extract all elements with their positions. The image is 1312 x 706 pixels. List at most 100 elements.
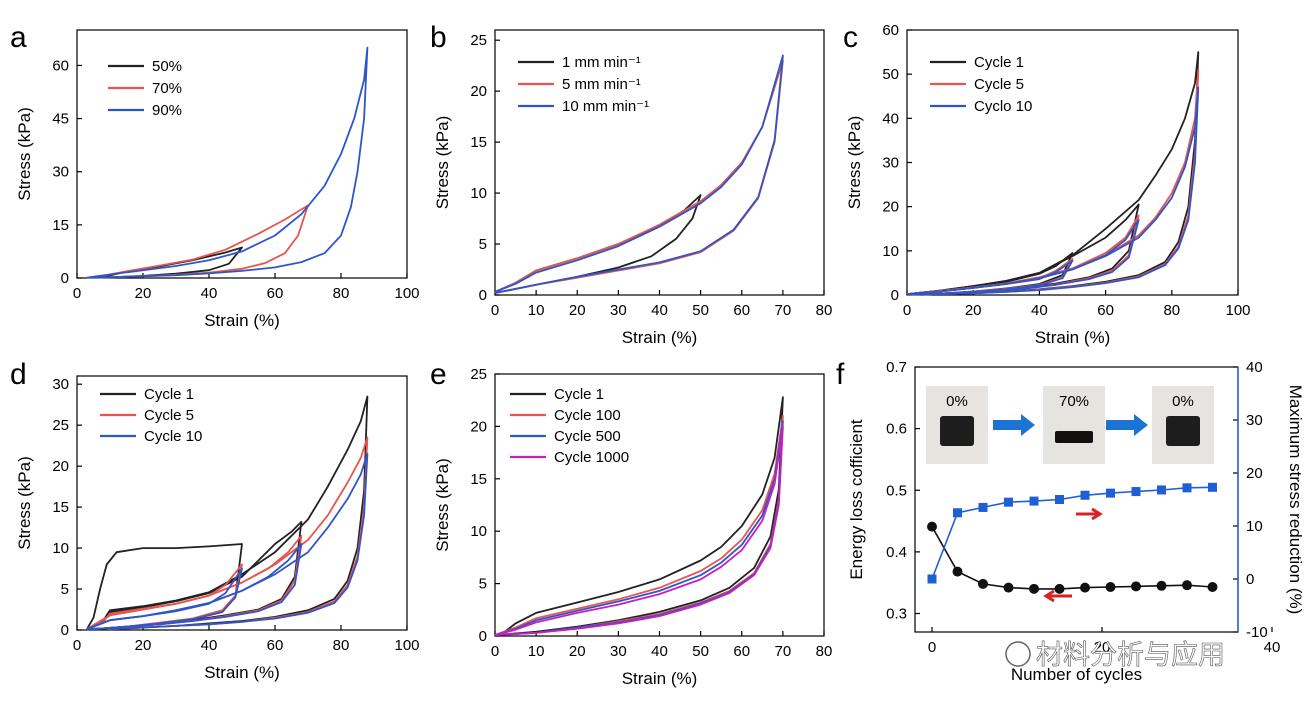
y-tick-label: 20	[882, 199, 899, 216]
y-right-tick-label: 20	[1246, 465, 1263, 482]
legend-label: Cycle 1000	[554, 449, 629, 466]
inset-photo-3: 0%	[1152, 386, 1214, 464]
y-axis-label: Stress (kPa)	[845, 116, 864, 210]
legend-label: 90%	[152, 102, 182, 119]
point-energy-loss	[1080, 582, 1090, 593]
y-tick-label: 30	[52, 164, 69, 181]
x-tick-label: 20	[135, 285, 152, 302]
x-tick-label: 20	[135, 637, 152, 654]
x-tick-label: 100	[394, 637, 419, 654]
legend-label: Cycle 1	[974, 54, 1024, 71]
curve-e-series-1-loop-0	[494, 415, 784, 636]
x-tick-label: 20	[569, 302, 586, 319]
panel-d: d 0 20 40 60 80 100 0 5 10 15 20 25 30 Strain (%) Stres…	[10, 358, 420, 682]
point-stress-reduction	[1182, 483, 1192, 493]
legend-label: 70%	[152, 80, 182, 97]
x-tick-label: 60	[267, 637, 284, 654]
x-tick-label: 20	[1094, 639, 1111, 656]
point-stress-reduction	[953, 508, 962, 518]
y-axis-label: Stress (kPa)	[15, 107, 34, 201]
point-energy-loss	[978, 578, 988, 589]
arrow-right-icon	[1106, 414, 1148, 436]
point-stress-reduction	[978, 502, 988, 512]
x-axis-label: Strain (%)	[622, 669, 698, 688]
y-tick-label: 0.5	[886, 482, 907, 499]
legend-label: Cycle 100	[554, 407, 621, 424]
y-tick-label: 5	[479, 236, 487, 253]
curve-e-series-0-loop-0	[494, 396, 784, 636]
y-tick-label: 10	[470, 185, 487, 202]
point-energy-loss	[927, 521, 937, 532]
point-stress-reduction	[1029, 496, 1039, 506]
x-tick-label: 0	[928, 639, 936, 656]
y-tick-label: 15	[470, 134, 487, 151]
x-tick-label: 30	[610, 302, 627, 319]
x-tick-label: 80	[333, 637, 350, 654]
x-tick-label: 80	[333, 285, 350, 302]
curve-c-series-0-loop-2	[906, 51, 1200, 295]
y-tick-label: 20	[470, 418, 487, 435]
axes-frame	[76, 375, 408, 631]
x-tick-label: 100	[1225, 302, 1250, 319]
point-stress-reduction	[1004, 497, 1013, 507]
panel-b: b 0 10 20 30 40 50 60 70 80 0 5 10 15 20 25 Strain (%) St…	[430, 21, 832, 347]
x-tick-label: 30	[610, 643, 627, 660]
y-tick-label: 50	[882, 66, 899, 83]
point-energy-loss	[1029, 583, 1039, 594]
x-tick-label: 50	[692, 643, 709, 660]
point-energy-loss	[1131, 581, 1141, 592]
legend-label: Cycle 5	[144, 407, 194, 424]
arrow-right-icon	[1076, 507, 1103, 521]
y-tick-label: 0.4	[886, 544, 907, 561]
x-tick-label: 60	[1097, 302, 1114, 319]
y-tick-label: 45	[52, 111, 69, 128]
y-tick-label: 60	[52, 57, 69, 74]
y-right-tick-label: 40	[1246, 359, 1263, 376]
y-tick-label: 25	[470, 366, 487, 383]
y-tick-label: 20	[52, 458, 69, 475]
axes-frame	[494, 29, 825, 296]
y-tick-label: 25	[52, 417, 69, 434]
x-tick-label: 80	[1163, 302, 1180, 319]
panel-f: f 0 20 40 0.3 0.4 0.5 0.6 0.7 Number of cycles Ene…	[836, 358, 1305, 684]
x-tick-label: 20	[569, 643, 586, 660]
y-tick-label: 10	[52, 540, 69, 557]
y-tick-label: 40	[882, 110, 899, 127]
legend-label: Cycle 1	[144, 386, 194, 403]
legend-label: Cycle 5	[974, 76, 1024, 93]
curve-b-series-2-loop-0	[494, 54, 784, 294]
x-tick-label: 80	[816, 643, 833, 660]
y-tick-label: 0.3	[886, 606, 907, 623]
inset-background	[1043, 386, 1105, 464]
legend-label: 10 mm min⁻¹	[562, 98, 649, 115]
y-tick-label: 10	[470, 523, 487, 540]
x-tick-label: 0	[491, 643, 499, 660]
y-axis-label: Stress (kPa)	[15, 456, 34, 550]
x-tick-label: 50	[692, 302, 709, 319]
x-tick-label: 40	[201, 637, 218, 654]
point-stress-reduction	[1208, 482, 1217, 492]
curve-c-series-1-loop-2	[906, 68, 1200, 295]
x-axis-label: Strain (%)	[622, 328, 698, 347]
series-line-1	[931, 486, 1213, 580]
panel-label-c: c	[843, 21, 858, 54]
y-tick-label: 10	[882, 243, 899, 260]
x-tick-label: 0	[491, 302, 499, 319]
point-energy-loss	[1105, 582, 1116, 593]
y-tick-label: 5	[479, 576, 487, 593]
legend-label: Cyclo 10	[974, 98, 1032, 115]
panel-a: a 0 20 40 60 80 100 0 15 30 45 60 Strain (%) Stress (…	[10, 21, 420, 330]
y-right-tick-label: 30	[1246, 412, 1263, 429]
foam-sample	[1166, 416, 1200, 446]
y-tick-label: 25	[470, 32, 487, 49]
point-energy-loss	[1054, 583, 1065, 594]
point-stress-reduction	[927, 574, 937, 584]
curve-d-series-1-loop-2	[86, 436, 369, 631]
x-tick-label: 40	[1031, 302, 1048, 319]
inset-strain-label: 0%	[946, 393, 968, 410]
point-energy-loss	[1182, 580, 1192, 591]
x-tick-label: 20	[965, 302, 982, 319]
legend-label: 1 mm min⁻¹	[562, 54, 641, 71]
inset-strain-label: 0%	[1172, 393, 1194, 410]
x-tick-label: 40	[201, 285, 218, 302]
